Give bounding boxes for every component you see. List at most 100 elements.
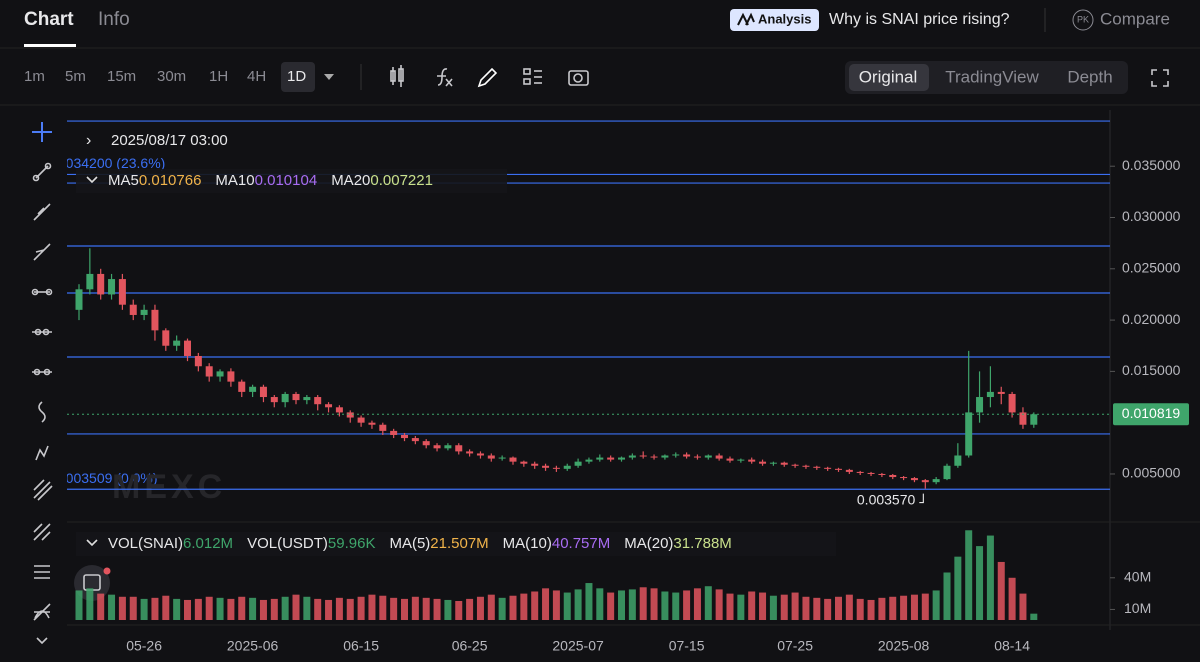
notification-dot — [103, 567, 111, 575]
candle-body — [878, 473, 886, 475]
candle-body — [563, 465, 571, 469]
tool-dot — [42, 328, 50, 336]
timeframe[interactable]: 30m — [157, 68, 186, 85]
volume-bar — [618, 590, 625, 620]
legend-value: 40.757M — [552, 535, 610, 552]
candle-body — [835, 468, 842, 470]
candle-body — [845, 469, 853, 472]
chart: 0.034200 (23.6%) 0.003509 (0.0%)MEXC 0.035… — [67, 120, 1189, 654]
candle-icon[interactable] — [390, 65, 404, 87]
volume-bar — [921, 593, 929, 620]
volume-bar — [900, 595, 908, 620]
volume-bar — [976, 546, 984, 620]
volume-bar — [401, 598, 408, 620]
fib-tool[interactable] — [33, 523, 51, 541]
tab-underline — [24, 44, 76, 47]
volume-bar — [455, 601, 463, 620]
draw-icon[interactable] — [477, 67, 498, 88]
view-option[interactable]: Original — [859, 67, 918, 86]
candle-body — [954, 455, 962, 466]
view-option[interactable]: TradingView — [945, 67, 1039, 86]
volume-bar — [802, 596, 810, 620]
candle-body — [162, 330, 170, 346]
volume-bar — [184, 599, 191, 620]
layout-icon[interactable] — [523, 68, 542, 85]
volume-bar — [997, 561, 1005, 620]
candle-body — [639, 455, 647, 457]
indicator-icon[interactable] — [437, 68, 453, 87]
tab[interactable]: Chart — [24, 9, 74, 30]
x-tick-label: 08-14 — [994, 638, 1030, 654]
volume-bar — [910, 594, 918, 620]
volume-bar — [856, 598, 864, 620]
volume-bar — [498, 597, 506, 620]
volume-bar — [249, 597, 257, 620]
legend-name: MA(10) — [503, 535, 552, 552]
candle-body — [118, 279, 126, 305]
volume-bar — [683, 590, 691, 620]
tool-dot — [31, 288, 39, 296]
pattern-tool[interactable] — [34, 565, 50, 579]
view-option[interactable]: Depth — [1067, 67, 1112, 86]
y-tick-label: 0.020000 — [1122, 311, 1181, 327]
low-arrow — [919, 493, 924, 504]
candle-body — [466, 451, 474, 454]
wave-tool[interactable] — [38, 401, 46, 423]
volume-bar — [542, 588, 550, 620]
timeframe[interactable]: 4H — [247, 68, 266, 85]
timeframe-active — [281, 62, 315, 92]
candle-body — [693, 456, 701, 458]
channel-tool[interactable] — [33, 479, 53, 501]
candle-body — [86, 273, 94, 290]
dropdown-caret[interactable] — [324, 74, 334, 80]
timeframe[interactable]: 15m — [107, 68, 136, 85]
candle-body — [802, 465, 810, 467]
candle-body — [726, 458, 734, 461]
timeframe[interactable]: 1H — [209, 68, 228, 85]
volume-bar — [314, 598, 322, 620]
candle-body — [401, 434, 408, 439]
y-tick-label: 0.025000 — [1122, 260, 1181, 276]
timeframe[interactable]: 1D — [287, 68, 306, 85]
timeframe[interactable]: 5m — [65, 68, 86, 85]
number-tool[interactable] — [35, 445, 49, 461]
candle-body — [943, 465, 951, 480]
candle-body — [769, 462, 777, 464]
timeframe[interactable]: 1m — [24, 68, 45, 85]
fullscreen-icon[interactable] — [1151, 69, 1169, 87]
compare-button[interactable]: Compare — [1100, 9, 1170, 28]
calendar-button[interactable] — [74, 565, 110, 601]
volume-bar — [487, 594, 495, 620]
y-tick-label: 0.035000 — [1122, 157, 1181, 173]
candle-body — [411, 438, 419, 442]
volume-bar — [238, 596, 246, 620]
volume-bar — [303, 596, 311, 620]
candle-body — [97, 273, 105, 295]
collapse-tool[interactable] — [36, 637, 48, 645]
drawing-tools — [31, 122, 111, 645]
candle-body — [455, 445, 463, 452]
trend-tool[interactable] — [33, 243, 51, 261]
crosshair-tool[interactable] — [32, 122, 52, 142]
candle-body — [889, 474, 897, 478]
analysis-badge[interactable] — [730, 9, 819, 31]
question-link[interactable]: Why is SNAI price rising? — [829, 11, 1010, 28]
volume-bar — [693, 588, 701, 620]
candle-body — [986, 391, 994, 398]
volume-bar — [162, 595, 170, 620]
camera-icon[interactable] — [568, 70, 589, 86]
hide-tool[interactable] — [33, 603, 51, 621]
x-tick-label: 06-25 — [452, 638, 488, 654]
tab[interactable]: Info — [98, 9, 130, 30]
volume-bar — [954, 556, 962, 620]
candle-body — [542, 465, 550, 468]
volume-bar — [965, 530, 973, 620]
ray-tool[interactable] — [33, 203, 51, 221]
candle-body — [422, 441, 430, 446]
candle-body — [151, 309, 159, 331]
candle-body — [216, 371, 224, 377]
legend-value: 0.010104 — [255, 172, 318, 189]
legend-chevron: › — [86, 132, 91, 149]
